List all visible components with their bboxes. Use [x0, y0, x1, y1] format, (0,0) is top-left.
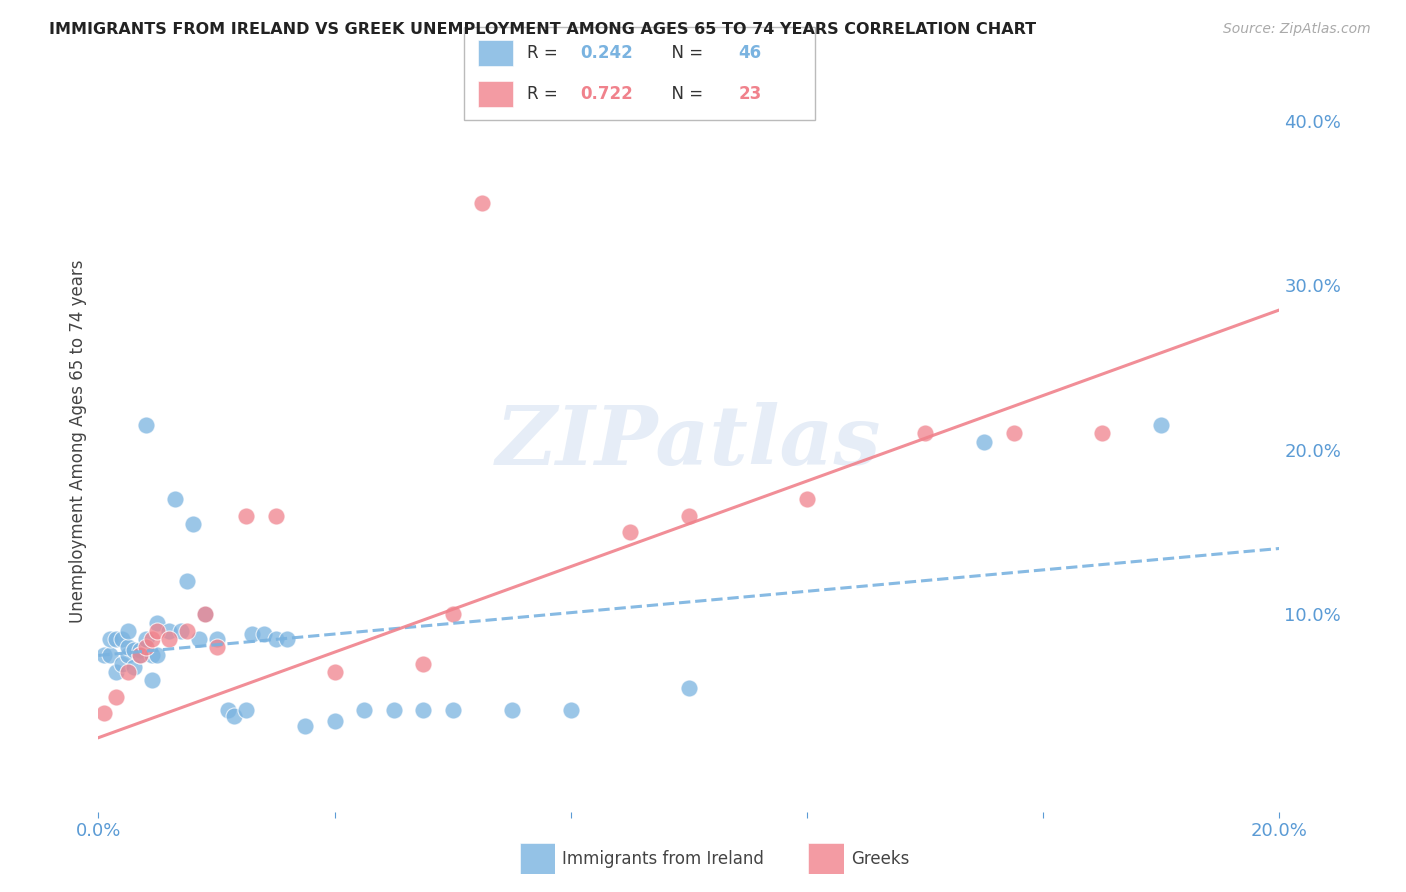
Point [205, 632, 228, 646]
Point [412, 703, 434, 717]
Point [294, 719, 316, 733]
Point [141, 648, 163, 663]
Point [253, 627, 276, 641]
Point [382, 703, 405, 717]
Text: IMMIGRANTS FROM IRELAND VS GREEK UNEMPLOYMENT AMONG AGES 65 TO 74 YEARS CORRELAT: IMMIGRANTS FROM IRELAND VS GREEK UNEMPLO… [49, 22, 1036, 37]
Point [146, 624, 169, 638]
Text: 0.242: 0.242 [581, 44, 633, 62]
Text: Immigrants from Ireland: Immigrants from Ireland [562, 850, 765, 868]
Point [135, 632, 157, 646]
Text: ZIPatlas: ZIPatlas [496, 401, 882, 482]
Text: R =: R = [527, 44, 564, 62]
Point [353, 703, 375, 717]
Point [412, 657, 434, 671]
Point [122, 643, 145, 657]
Text: N =: N = [661, 44, 709, 62]
Point [117, 665, 139, 679]
Point [205, 640, 228, 655]
Point [105, 665, 128, 679]
Point [128, 648, 150, 663]
Point [441, 703, 464, 717]
Point [973, 434, 995, 449]
Point [128, 643, 150, 657]
Point [157, 632, 180, 646]
Point [194, 607, 217, 622]
Text: 0.722: 0.722 [581, 86, 633, 103]
Point [135, 418, 157, 433]
Point [501, 703, 523, 717]
Point [441, 607, 464, 622]
Point [181, 516, 204, 531]
Bar [478, 81, 513, 107]
Point [111, 657, 134, 671]
Point [93, 706, 115, 720]
Text: Source: ZipAtlas.com: Source: ZipAtlas.com [1223, 22, 1371, 37]
Text: N =: N = [661, 86, 709, 103]
Point [217, 703, 239, 717]
Point [323, 665, 346, 679]
Point [619, 524, 641, 539]
Point [157, 624, 180, 638]
Point [105, 632, 128, 646]
Point [1002, 426, 1025, 441]
Text: R =: R = [527, 86, 564, 103]
Point [176, 624, 198, 638]
Point [105, 690, 128, 704]
Point [560, 703, 582, 717]
Point [194, 607, 217, 622]
Point [146, 648, 169, 663]
FancyBboxPatch shape [464, 27, 815, 120]
Point [93, 648, 115, 663]
Point [165, 492, 187, 507]
Text: Greeks: Greeks [851, 850, 910, 868]
Point [235, 703, 257, 717]
Point [276, 632, 298, 646]
Point [117, 640, 139, 655]
Point [117, 624, 139, 638]
Point [240, 627, 263, 641]
Point [235, 508, 257, 523]
Point [128, 648, 150, 663]
Point [1150, 418, 1173, 433]
Point [170, 624, 193, 638]
Point [264, 632, 287, 646]
Point [141, 673, 163, 687]
Point [135, 640, 157, 655]
Point [224, 709, 246, 723]
Point [471, 196, 494, 211]
Point [122, 660, 145, 674]
Text: 23: 23 [738, 86, 762, 103]
Point [111, 632, 134, 646]
Point [678, 508, 700, 523]
Point [914, 426, 936, 441]
Point [176, 574, 198, 589]
Point [146, 615, 169, 630]
Y-axis label: Unemployment Among Ages 65 to 74 years: Unemployment Among Ages 65 to 74 years [69, 260, 87, 624]
Point [323, 714, 346, 729]
Point [1091, 426, 1114, 441]
Point [98, 632, 121, 646]
Text: 46: 46 [738, 44, 761, 62]
Point [678, 681, 700, 696]
Point [98, 648, 121, 663]
Bar [478, 40, 513, 66]
Point [117, 648, 139, 663]
Point [264, 508, 287, 523]
Point [187, 632, 209, 646]
Point [796, 492, 818, 507]
Point [141, 632, 163, 646]
